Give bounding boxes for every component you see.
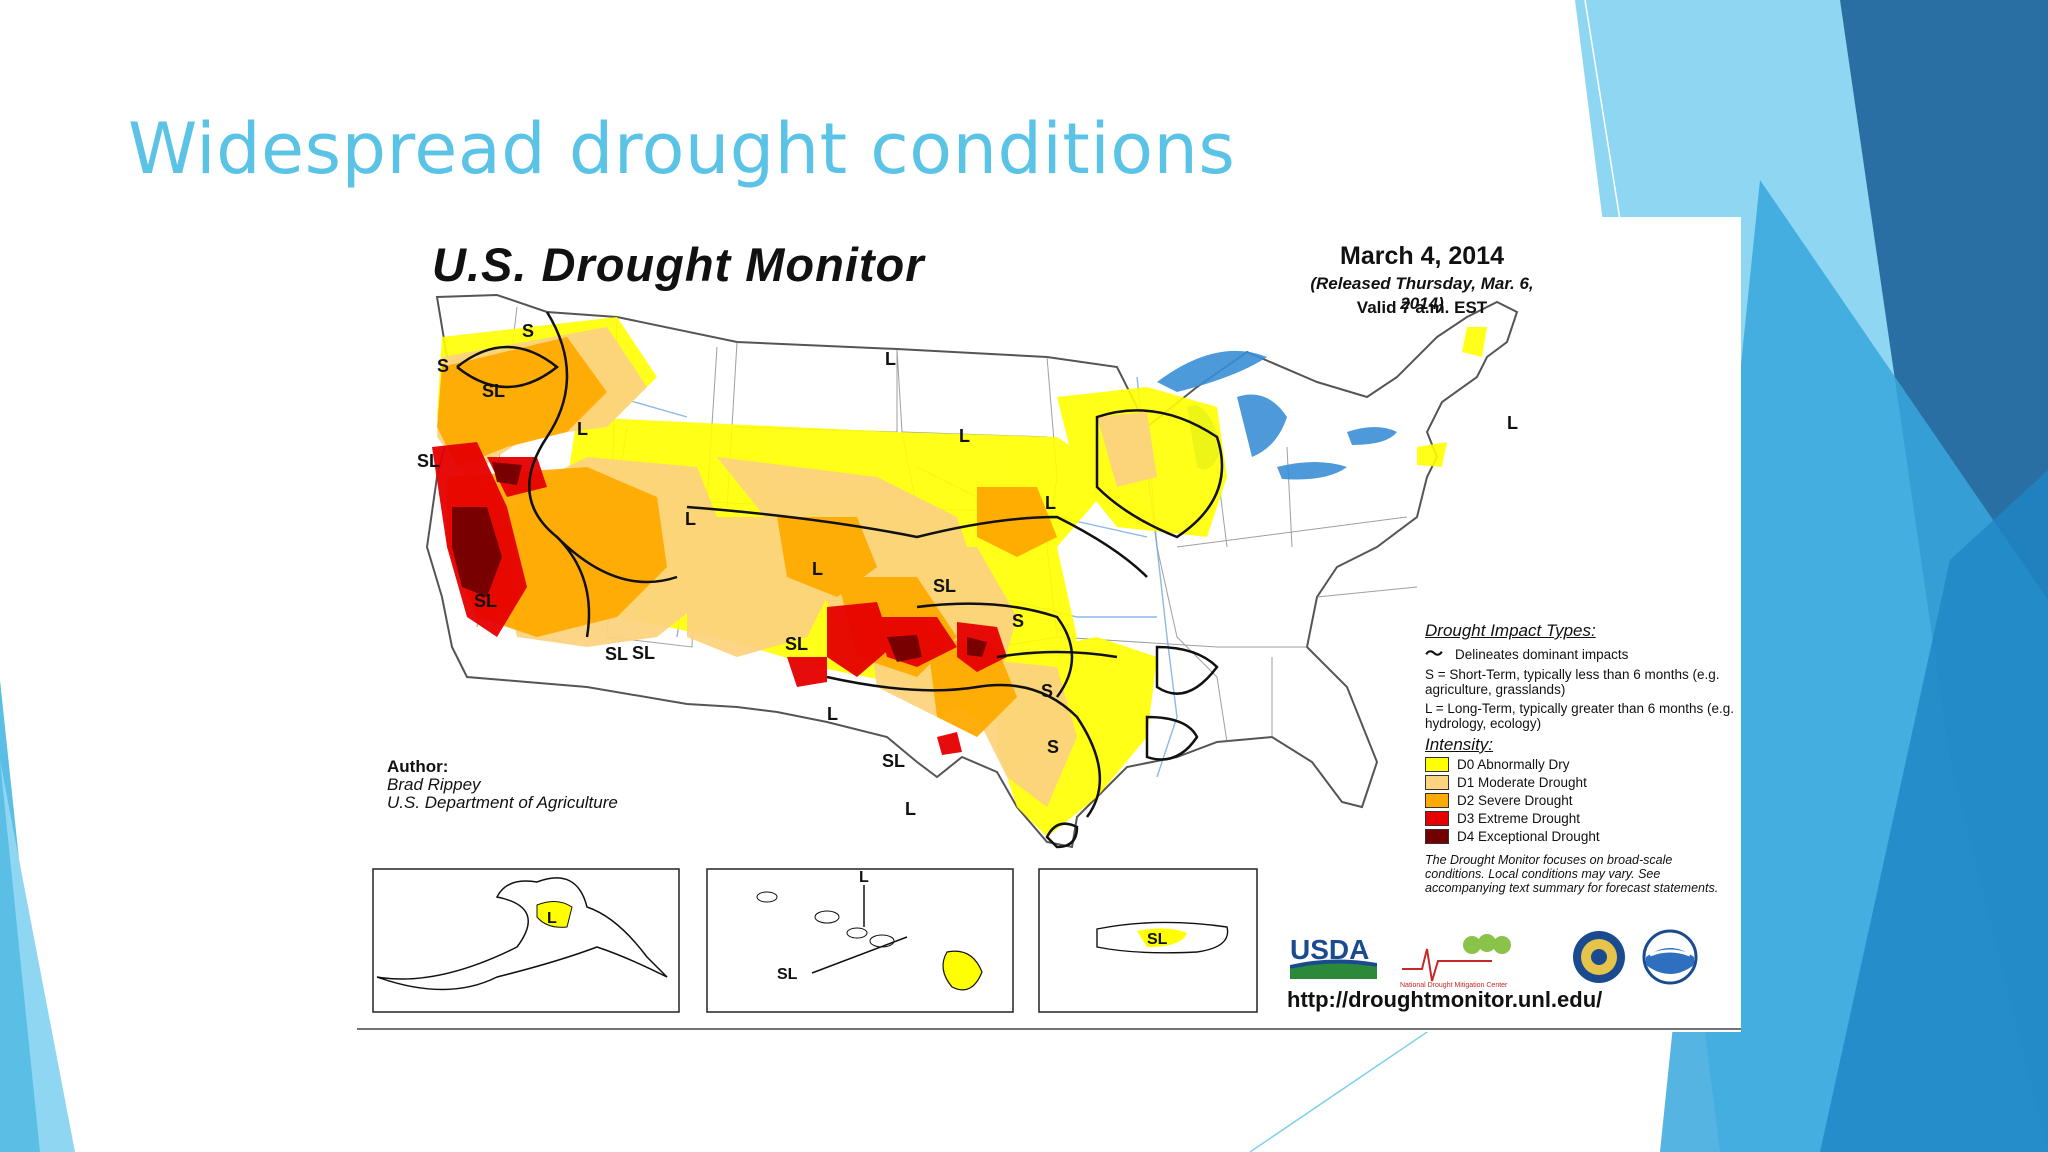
- region-label: SL: [474, 591, 497, 611]
- inset-hawaii-label-sl: SL: [777, 966, 798, 983]
- drought-d4: [452, 462, 987, 662]
- source-url[interactable]: http://droughtmonitor.unl.edu/: [1287, 987, 1603, 1012]
- intensity-label: D1 Moderate Drought: [1457, 774, 1587, 790]
- swatch-d0: [1425, 756, 1449, 772]
- region-labels: S S SL L SL L L L L SL SL SL S S L SL L …: [417, 321, 1518, 819]
- region-label: SL: [605, 644, 628, 664]
- swatch-d3: [1425, 810, 1449, 826]
- map-graphic: S S SL L SL L L L L SL SL SL S S L SL L …: [357, 293, 1741, 1030]
- bg-shape-mid2: [1820, 470, 2048, 1152]
- intensity-row-d4: D4 Exceptional Drought: [1425, 827, 1735, 845]
- intensity-row-d3: D3 Extreme Drought: [1425, 809, 1735, 827]
- map-valid: Valid 7 a.m. EST: [1356, 298, 1488, 317]
- impact-boundaries: [456, 311, 1224, 849]
- impact-line-text: Delineates dominant impacts: [1455, 646, 1629, 662]
- region-label: SL: [785, 634, 808, 654]
- region-label: S: [437, 356, 449, 376]
- map-title: U.S. Drought Monitor: [432, 238, 925, 291]
- intensity-label: D0 Abnormally Dry: [1457, 756, 1570, 772]
- impact-short: S = Short-Term, typically less than 6 mo…: [1425, 667, 1720, 697]
- intensity-label: D2 Severe Drought: [1457, 792, 1573, 808]
- region-label: S: [1012, 611, 1024, 631]
- bg-line2: [1584, 0, 1621, 221]
- impact-heading: Drought Impact Types:: [1425, 621, 1596, 640]
- author-org: U.S. Department of Agriculture: [387, 793, 618, 812]
- noaa-logo-icon: [1642, 929, 1698, 985]
- inset-alaska: L: [372, 868, 680, 1013]
- intensity-row-d0: D0 Abnormally Dry: [1425, 755, 1735, 773]
- inset-hawaii: L SL: [706, 868, 1014, 1013]
- impact-line-row: 〜 Delineates dominant impacts: [1425, 645, 1735, 663]
- inset-hawaii-label-l: L: [859, 869, 869, 886]
- region-label: L: [1045, 493, 1056, 513]
- region-label: L: [885, 349, 896, 369]
- bg-line: [1249, 1029, 1431, 1152]
- region-label: SL: [632, 643, 655, 663]
- swatch-d1: [1425, 774, 1449, 790]
- usda-logo-icon: USDA: [1290, 934, 1377, 979]
- inset-alaska-label: L: [547, 910, 557, 927]
- ndmc-logo-icon: National Drought Mitigation Center: [1400, 934, 1511, 989]
- slide-title: Widespread drought conditions: [128, 108, 1236, 190]
- intensity-row-d1: D1 Moderate Drought: [1425, 773, 1735, 791]
- intensity-row-d2: D2 Severe Drought: [1425, 791, 1735, 809]
- region-label: L: [577, 419, 588, 439]
- inset-pr-label: SL: [1147, 931, 1168, 948]
- region-label: S: [1041, 681, 1053, 701]
- region-label: SL: [933, 576, 956, 596]
- region-label: S: [522, 321, 534, 341]
- map-released: (Released Thursday, Mar. 6, 2014): [1310, 274, 1534, 313]
- region-label: L: [685, 509, 696, 529]
- intensity-label: D3 Extreme Drought: [1457, 810, 1581, 826]
- impact-line-icon: 〜: [1425, 644, 1443, 664]
- region-label: L: [905, 799, 916, 819]
- inset-puerto-rico: SL: [1038, 868, 1258, 1013]
- region-label: SL: [417, 451, 440, 471]
- swatch-d2: [1425, 792, 1449, 808]
- svg-text:National Drought Mitigation Ce: National Drought Mitigation Center: [1400, 982, 1508, 989]
- region-label: L: [827, 704, 838, 724]
- logos-row: USDA National Drought Mitigation Center: [1282, 929, 1722, 989]
- region-label: L: [812, 559, 823, 579]
- bg-shape-left2: [0, 760, 75, 1152]
- region-label: SL: [482, 381, 505, 401]
- legend-note: The Drought Monitor focuses on broad-sca…: [1425, 853, 1719, 895]
- map-legend: Drought Impact Types: 〜 Delineates domin…: [1425, 617, 1735, 895]
- map-date: March 4, 2014: [1340, 242, 1504, 270]
- region-label: SL: [882, 751, 905, 771]
- impact-long: L = Long-Term, typically greater than 6 …: [1425, 701, 1735, 731]
- intensity-heading: Intensity:: [1425, 735, 1494, 754]
- region-label: S: [1047, 737, 1059, 757]
- drought-monitor-map: S S SL L SL L L L L SL SL SL S S L SL L …: [357, 217, 1741, 1032]
- swatch-d4: [1425, 828, 1449, 844]
- region-label: L: [1507, 413, 1518, 433]
- region-label: L: [959, 426, 970, 446]
- intensity-label: D4 Exceptional Drought: [1457, 828, 1600, 844]
- doc-seal-icon: [1573, 931, 1625, 983]
- author-name: Brad Rippey: [387, 775, 481, 794]
- author-heading: Author:: [387, 757, 449, 776]
